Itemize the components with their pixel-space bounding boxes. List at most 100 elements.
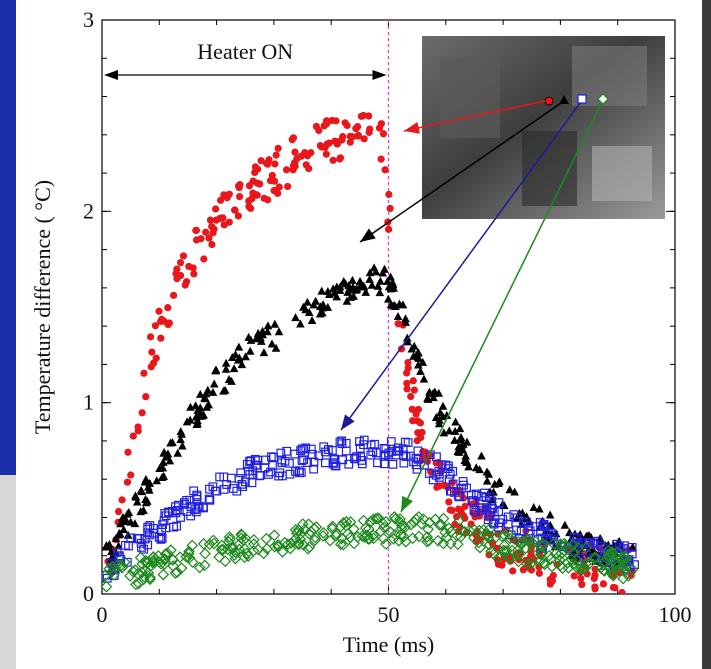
data-point-triangle: [211, 366, 221, 375]
data-point-triangle: [258, 330, 267, 339]
data-point-circle: [328, 116, 336, 125]
data-point-diamond: [455, 524, 468, 537]
data-point-diamond: [272, 539, 284, 551]
data-point-diamond: [487, 548, 500, 560]
green-arrow: [400, 103, 602, 513]
axes-frame: [101, 19, 676, 595]
data-point-triangle: [482, 476, 492, 485]
data-point-square: [285, 469, 295, 479]
data-point-triangle: [435, 415, 444, 424]
data-point-triangle: [193, 416, 202, 425]
data-point-diamond: [115, 559, 128, 572]
data-point-circle: [354, 131, 362, 139]
data-point-triangle: [158, 463, 168, 472]
data-point-diamond: [132, 568, 144, 580]
data-point-circle: [609, 583, 618, 592]
data-point-circle: [343, 121, 351, 130]
data-point-triangle: [442, 410, 452, 419]
data-point-circle: [189, 264, 197, 272]
data-point-diamond: [609, 558, 622, 570]
data-point-circle: [454, 505, 463, 513]
data-point-triangle: [451, 417, 460, 426]
data-point-circle: [170, 291, 178, 299]
data-point-triangle: [335, 282, 345, 291]
data-point-diamond: [229, 546, 242, 559]
data-point-diamond: [389, 513, 402, 525]
data-point-diamond: [526, 556, 539, 568]
data-point-diamond: [554, 538, 567, 551]
data-point-diamond: [103, 562, 116, 575]
data-point-circle: [181, 281, 189, 289]
data-point-triangle: [163, 449, 173, 458]
data-point-square: [475, 503, 484, 513]
data-point-triangle: [444, 426, 454, 435]
data-point-square: [139, 544, 149, 554]
data-point-triangle: [373, 281, 383, 290]
data-point-diamond: [102, 580, 113, 593]
data-point-triangle: [383, 276, 392, 285]
data-point-diamond: [513, 548, 525, 561]
data-point-diamond: [252, 543, 265, 556]
data-point-diamond: [268, 529, 281, 542]
data-point-triangle: [330, 288, 339, 297]
data-point-square: [432, 452, 441, 462]
data-point-diamond: [421, 535, 433, 548]
data-point-square: [437, 460, 447, 470]
data-point-circle: [360, 135, 368, 143]
data-point-square: [412, 464, 422, 474]
data-point-diamond: [334, 538, 347, 551]
data-point-triangle: [386, 300, 396, 309]
data-point-square: [494, 518, 504, 528]
data-point-circle: [176, 259, 185, 267]
data-point-circle: [251, 163, 260, 171]
data-point-circle: [546, 575, 554, 584]
data-point-triangle: [195, 389, 205, 398]
data-point-diamond: [463, 524, 476, 537]
data-point-diamond: [186, 539, 199, 552]
data-point-square: [319, 442, 329, 452]
data-point-diamond: [174, 551, 186, 564]
data-point-diamond: [468, 532, 480, 544]
data-point-circle: [410, 386, 418, 394]
data-point-circle: [577, 574, 585, 583]
data-point-circle: [498, 561, 506, 569]
data-point-circle: [316, 142, 324, 150]
data-point-diamond: [454, 530, 467, 543]
data-point-diamond: [538, 558, 551, 571]
data-point-circle: [535, 569, 543, 577]
data-point-diamond: [183, 552, 196, 564]
data-point-square: [572, 533, 582, 543]
data-point-circle: [236, 181, 244, 189]
right-shadow-strip: [702, 0, 711, 669]
data-point-diamond: [482, 531, 495, 544]
data-point-circle: [578, 580, 586, 589]
data-point-triangle: [274, 327, 284, 336]
data-point-triangle: [299, 302, 308, 311]
photo-marker-circle: [544, 96, 554, 106]
data-point-diamond: [433, 519, 446, 531]
data-point-circle: [149, 359, 158, 367]
data-point-triangle: [270, 319, 280, 328]
data-point-triangle: [346, 292, 355, 301]
data-point-diamond: [186, 556, 199, 568]
data-point-diamond: [598, 565, 611, 577]
data-point-square: [205, 495, 215, 505]
data-point-circle: [114, 507, 123, 516]
data-point-diamond: [443, 522, 455, 535]
data-point-diamond: [241, 547, 253, 560]
data-point-circle: [461, 514, 469, 522]
data-point-circle: [365, 112, 373, 120]
y-tick-label: 1: [83, 390, 94, 415]
data-point-diamond: [137, 573, 150, 585]
data-point-triangle: [224, 375, 234, 384]
black-arrow-head: [360, 228, 376, 242]
data-point-triangle: [136, 507, 146, 516]
data-point-triangle: [201, 394, 210, 403]
data-point-diamond: [198, 559, 211, 572]
data-point-diamond: [502, 551, 515, 564]
data-point-circle: [291, 148, 299, 156]
data-point-circle: [129, 432, 137, 440]
data-point-triangle: [371, 267, 381, 276]
data-point-circle: [323, 120, 331, 128]
data-point-square: [371, 448, 381, 458]
